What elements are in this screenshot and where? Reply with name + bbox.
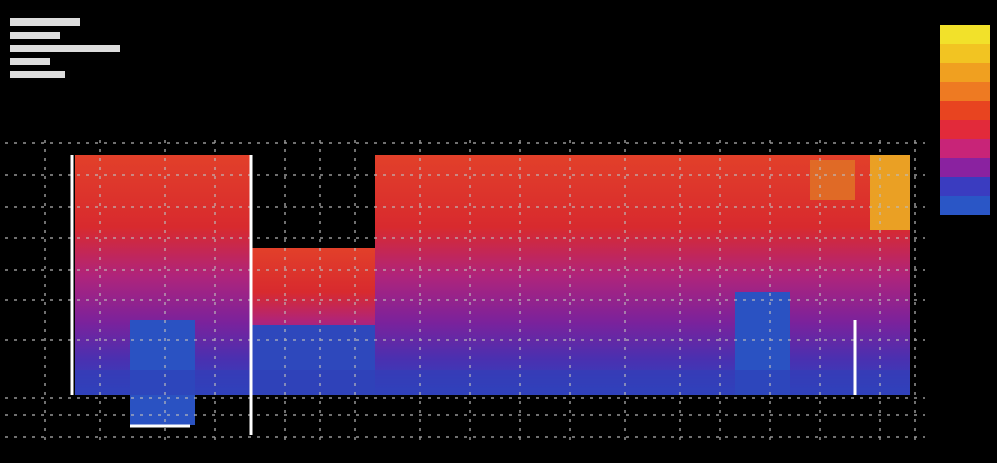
legend-swatch	[940, 63, 990, 82]
legend-swatch	[940, 196, 990, 215]
legend-swatch	[940, 82, 990, 101]
legend-swatch	[940, 139, 990, 158]
legend-swatch	[940, 120, 990, 139]
legend-swatch	[940, 25, 990, 44]
color-scale	[940, 25, 990, 215]
legend-swatch	[940, 177, 990, 196]
thermal-image	[0, 0, 997, 463]
legend-swatch	[940, 158, 990, 177]
building	[75, 155, 910, 425]
legend-swatch	[940, 101, 990, 120]
legend-swatch	[940, 44, 990, 63]
